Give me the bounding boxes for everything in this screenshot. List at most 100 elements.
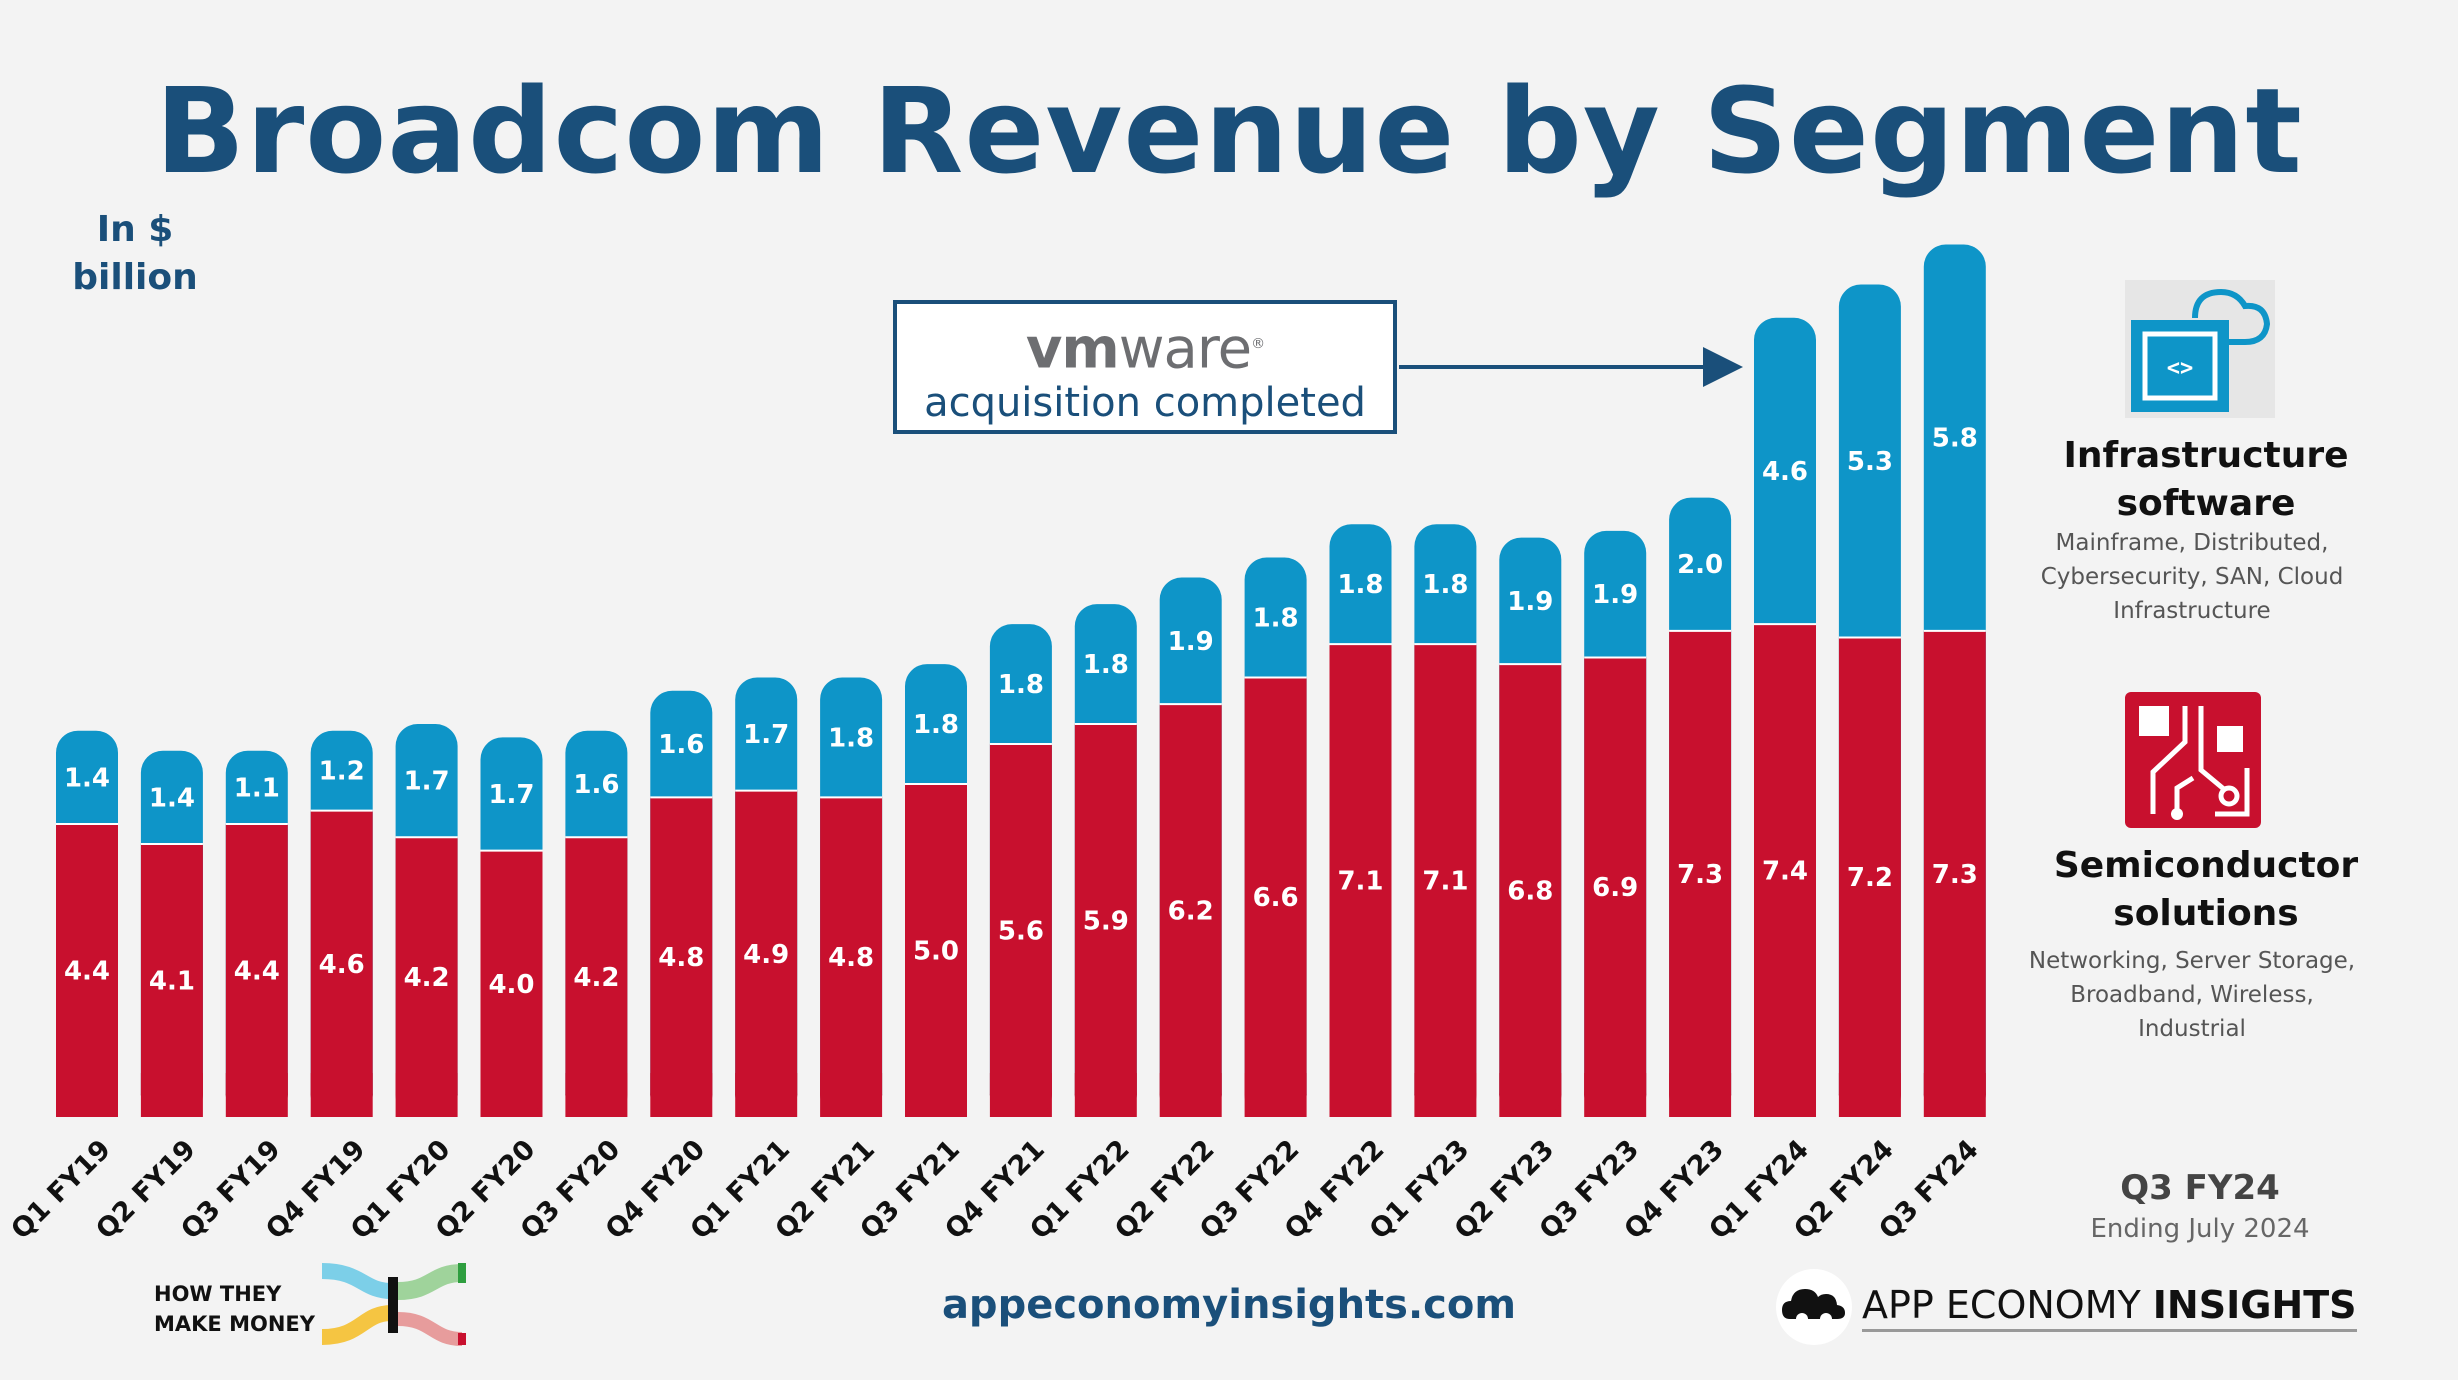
bar-semis-18 [1584,657,1647,1117]
label-software-11: 1.8 [998,670,1044,700]
legend-semis-desc: Networking, Server Storage, Broadband, Wi… [2028,948,2356,1042]
label-software-19: 2.0 [1677,550,1723,580]
bar-semis-fill-22 [1923,1073,1986,1095]
bar-semis-fill-17 [1499,1073,1562,1095]
vmware-logo: vmware® [1025,316,1265,382]
bar-semis-fill-21 [1838,1073,1901,1095]
htmm-text: HOW THEY MAKE MONEY [154,1282,315,1336]
bar-semis-20 [1754,624,1816,1117]
label-semis-19: 7.3 [1677,860,1723,890]
label-semis-6: 4.2 [573,963,619,993]
label-semis-12: 5.9 [1083,907,1129,937]
label-semis-18: 6.9 [1592,873,1638,903]
how-they-make-money-logo: HOW THEY MAKE MONEY [150,1255,480,1355]
label-software-0: 1.4 [64,763,110,793]
bar-semis-5 [480,850,543,1117]
label-software-9: 1.8 [828,723,874,753]
site-url[interactable]: appeconomyinsights.com [941,1282,1517,1328]
bar-semis-10 [905,784,967,1117]
label-software-12: 1.8 [1083,650,1129,680]
svg-text:<>: <> [2167,356,2194,381]
circuit-board-icon [2125,692,2261,828]
bar-semis-7 [650,797,713,1117]
bar-semis-14 [1244,677,1307,1117]
bar-semis-fill-15 [1329,1073,1392,1095]
bar-semis-fill-4 [395,1073,458,1095]
bar-semis-fill-16 [1414,1073,1477,1095]
sankey-logo-icon [322,1263,466,1346]
label-semis-22: 7.3 [1932,860,1978,890]
bar-semis-1 [140,843,203,1117]
bar-semis-fill-7 [650,1073,713,1095]
label-semis-17: 6.8 [1507,877,1553,907]
bar-semis-fill-13 [1159,1073,1222,1095]
period-label: Q3 FY24 [2120,1168,2280,1208]
bar-semis-13 [1159,704,1222,1117]
bar-semis-fill-6 [565,1073,628,1095]
label-semis-15: 7.1 [1337,867,1383,897]
period-block: Q3 FY24 Ending July 2024 [2020,1168,2380,1244]
bar-semis-22 [1923,630,1986,1117]
cloud-icon [1782,1289,1845,1325]
label-software-21: 5.3 [1847,447,1893,477]
bar-semis-21 [1838,637,1901,1117]
label-semis-2: 4.4 [234,956,280,986]
vmware-annotation-box: vmware® acquisition completed [893,300,1397,434]
bar-semis-fill-1 [140,1073,203,1095]
label-semis-14: 6.6 [1253,883,1299,913]
label-semis-0: 4.4 [64,956,110,986]
label-software-8: 1.7 [743,720,789,750]
bar-semis-11 [989,744,1052,1117]
bar-semis-fill-18 [1584,1073,1647,1095]
bar-semis-fill-2 [225,1073,288,1095]
label-semis-11: 5.6 [998,917,1044,947]
bar-semis-fill-12 [1074,1073,1137,1095]
annotation-text: acquisition completed [924,380,1366,426]
label-software-16: 1.8 [1422,570,1468,600]
bar-semis-16 [1414,644,1477,1117]
aei-wordmark: APP ECONOMY INSIGHTS [1862,1283,2357,1332]
label-software-14: 1.8 [1253,604,1299,634]
bar-semis-fill-5 [480,1073,543,1095]
label-semis-1: 4.1 [149,966,195,996]
bar-semis-fill-20 [1754,1073,1816,1095]
bar-semis-19 [1669,630,1732,1117]
label-software-20: 4.6 [1762,457,1808,487]
bar-semis-17 [1499,664,1562,1117]
label-software-4: 1.7 [404,767,450,797]
label-semis-9: 4.8 [828,943,874,973]
bar-semis-fill-11 [989,1073,1052,1095]
label-software-10: 1.8 [913,710,959,740]
label-software-18: 1.9 [1592,580,1638,610]
label-software-7: 1.6 [658,730,704,760]
bar-semis-9 [820,797,883,1117]
label-semis-10: 5.0 [913,937,959,967]
label-software-6: 1.6 [573,770,619,800]
label-software-2: 1.1 [234,773,280,803]
label-semis-7: 4.8 [658,943,704,973]
bar-semis-fill-14 [1244,1073,1307,1095]
bar-semis-2 [225,823,288,1117]
label-semis-13: 6.2 [1168,897,1214,927]
bar-semis-8 [735,790,798,1117]
bar-semis-fill-3 [310,1073,373,1095]
label-semis-5: 4.0 [488,970,534,1000]
label-software-5: 1.7 [488,780,534,810]
bar-semis-4 [395,837,458,1117]
cloud-code-icon: <> [2125,280,2275,418]
aei-logo-circle [1776,1269,1852,1345]
bar-semis-3 [310,810,373,1117]
bar-semis-6 [565,837,628,1117]
bar-semis-12 [1074,724,1137,1117]
legend-software-title: Infrastructure software [2063,435,2349,524]
label-semis-8: 4.9 [743,940,789,970]
bar-semis-0 [56,823,118,1117]
bar-semis-fill-0 [56,1073,118,1095]
bar-semis-fill-9 [820,1073,883,1095]
label-semis-4: 4.2 [404,963,450,993]
label-software-3: 1.2 [319,757,365,787]
page-title: Broadcom Revenue by Segment [155,62,2303,200]
bar-semis-15 [1329,644,1392,1117]
label-software-22: 5.8 [1932,424,1978,454]
legend-semis-title: Semiconductor solutions [2053,845,2359,934]
